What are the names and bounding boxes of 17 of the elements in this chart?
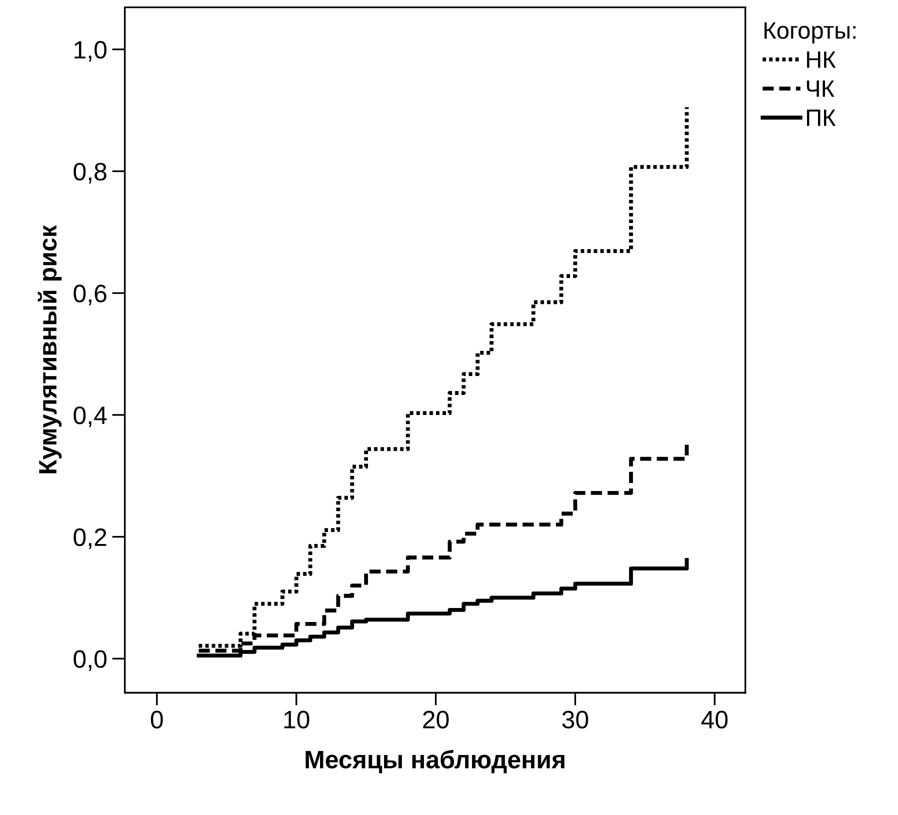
y-tick-label: 0,0: [74, 650, 106, 671]
x-tick-label: 0: [150, 710, 163, 728]
y-tick-label: 0,8: [74, 162, 106, 184]
x-tick-label: 30: [562, 710, 588, 728]
y-axis-title: Кумулятивный риск: [38, 225, 62, 474]
legend-label: НК: [807, 51, 836, 68]
y-tick-label: 0,2: [74, 528, 106, 550]
x-axis-title: Месяцы наблюдения: [306, 750, 564, 774]
x-tick-label: 20: [423, 710, 449, 728]
legend-label: ЧК: [806, 80, 834, 97]
y-tick-label: 0,4: [74, 406, 107, 428]
x-tick-label: 10: [284, 710, 310, 728]
y-tick-label: 0,6: [74, 284, 106, 306]
legend-label: ПК: [807, 110, 836, 126]
legend-title: Когорты:: [764, 22, 856, 44]
y-tick-label: 1,0: [74, 40, 106, 62]
x-tick-label: 40: [701, 710, 728, 728]
